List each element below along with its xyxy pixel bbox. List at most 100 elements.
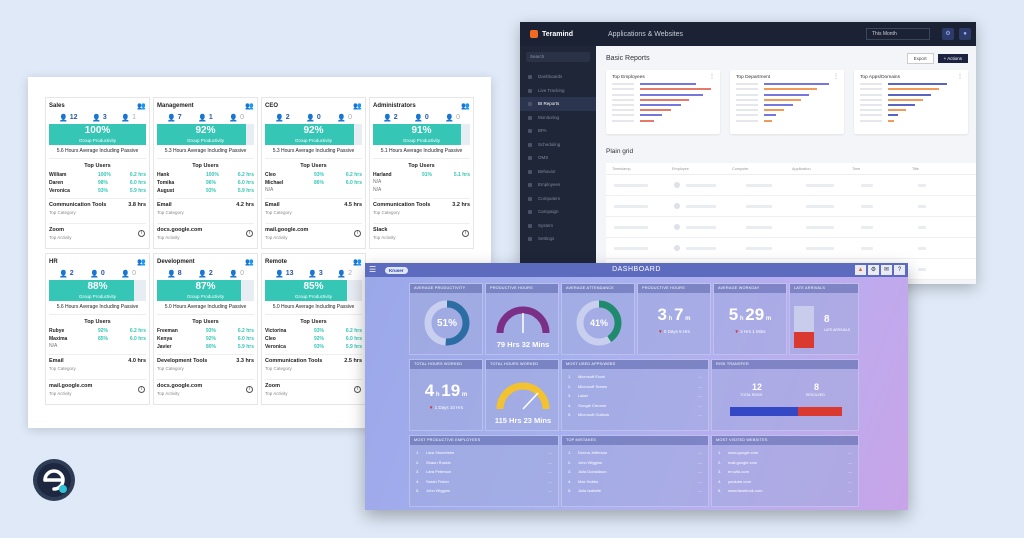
list-item-name: John Wiggins (578, 459, 603, 465)
list-item[interactable]: 3. Label — (568, 393, 702, 399)
sidebar-item[interactable]: BI Reports (520, 97, 596, 111)
list-item[interactable]: 1. Lara Stoneheim — (416, 450, 552, 456)
list-item[interactable]: 4. Sarah Fisher — (416, 478, 552, 484)
sidebar-item[interactable]: Behavior (520, 165, 596, 179)
list-item[interactable]: 3. Lara Peterson — (416, 469, 552, 475)
profile-icon[interactable]: ● (959, 28, 971, 40)
more-options-icon[interactable]: ⋮ (957, 74, 963, 80)
list-item[interactable]: 1. www.google.com — (718, 450, 852, 456)
group-card[interactable]: Management 👥 👤 7 👤 1 👤 0 92% Group Productiv… (153, 97, 258, 249)
menu-icon[interactable]: ☰ (369, 265, 377, 274)
help-icon[interactable]: ? (894, 265, 905, 275)
report-card[interactable]: Top Employees ⋮ (606, 70, 720, 134)
sidebar-item[interactable]: System (520, 219, 596, 233)
sidebar-item[interactable]: Computers (520, 192, 596, 206)
top-user-row[interactable]: Kenya 92% 6.0 hrs (157, 335, 254, 343)
list-item[interactable]: 5. John Wiggins — (416, 488, 552, 494)
list-item[interactable]: 5. Julia Isabelle — (568, 488, 702, 494)
top-user-row[interactable]: Veronica 93% 5.9 hrs (49, 187, 146, 195)
top-user-row[interactable]: Tomika 96% 6.0 hrs (157, 179, 254, 187)
list-item[interactable]: 3. Julia Donaldson — (568, 469, 702, 475)
list-item-name: www.facebook.com (728, 488, 763, 494)
grid-row[interactable] (606, 217, 976, 238)
grid-column-header[interactable]: Timestamp (612, 166, 631, 171)
chat-icon[interactable]: ✉ (881, 265, 892, 275)
info-icon[interactable]: i (462, 230, 469, 237)
group-card[interactable]: HR 👥 👤 2 👤 0 👤 0 88% Group Productivity 5.6 … (45, 253, 150, 405)
top-user-row[interactable]: Victorina 93% 6.2 hrs (265, 327, 362, 335)
top-user-row[interactable]: Daren 98% 6.0 hrs (49, 179, 146, 187)
info-icon[interactable]: i (354, 386, 361, 393)
group-card[interactable]: Administrators 👥 👤 2 👤 0 👤 0 91% Group Produ… (369, 97, 474, 249)
top-user-row[interactable]: William 100% 6.2 hrs (49, 171, 146, 179)
info-icon[interactable]: i (246, 386, 253, 393)
list-item[interactable]: 4. youtube.com — (718, 478, 852, 484)
report-card[interactable]: Top Apps/Domains ⋮ (854, 70, 968, 134)
list-item-name: Microsoft Outlook (578, 412, 610, 418)
main-content: Basic Reports Export + Actions Top Emplo… (596, 46, 976, 284)
actions-button[interactable]: + Actions (937, 53, 968, 63)
list-item[interactable]: 2. John Wiggins — (568, 459, 702, 465)
sidebar-item[interactable]: Scheduling (520, 138, 596, 152)
gear-icon[interactable]: ⚙ (868, 265, 879, 275)
more-options-icon[interactable]: ⋮ (709, 74, 715, 80)
group-card[interactable]: CEO 👥 👤 2 👤 0 👤 0 92% Group Productivity 5.3… (261, 97, 366, 249)
top-user-row[interactable]: Veronica 93% 5.9 hrs (265, 343, 362, 351)
report-card[interactable]: Top Department ⋮ (730, 70, 844, 134)
top-user-row[interactable]: Harland 91% 5.1 hrs (373, 171, 470, 179)
group-card[interactable]: Remote 👥 👤 13 👤 3 👤 2 85% Group Productivity… (261, 253, 366, 405)
top-user-row[interactable]: Maxima 85% 6.0 hrs (49, 335, 146, 343)
top-user-row[interactable]: Rubye 92% 6.2 hrs (49, 327, 146, 335)
sidebar-item[interactable]: BPA (520, 124, 596, 138)
top-user-row[interactable]: Cleo 92% 6.0 hrs (265, 335, 362, 343)
info-icon[interactable]: i (354, 230, 361, 237)
list-item[interactable]: 3. en.wiki.com — (718, 469, 852, 475)
grid-column-header[interactable]: Time (852, 166, 861, 171)
grid-row[interactable] (606, 175, 976, 196)
sidebar-item[interactable]: Employees (520, 178, 596, 192)
search-input[interactable]: Search (526, 52, 590, 62)
group-card[interactable]: Development 👥 👤 8 👤 2 👤 0 87% Group Producti… (153, 253, 258, 405)
grid-column-header[interactable]: Application (792, 166, 811, 171)
sidebar-item[interactable]: Dashboards (520, 70, 596, 84)
list-item[interactable]: 1. Microsoft Excel — (568, 374, 702, 380)
info-icon[interactable]: i (246, 230, 253, 237)
grid-column-header[interactable]: Employee (672, 166, 689, 171)
total-logged-value: 115 Hrs 23 Mins (495, 416, 551, 425)
list-item[interactable]: 1. Donna Jefferson — (568, 450, 702, 456)
grid-column-header[interactable]: Title (912, 166, 920, 171)
group-card[interactable]: Sales 👥 👤 12 👤 3 👤 1 100% Group Productivity… (45, 97, 150, 249)
list-item[interactable]: 4. Google Chrome — (568, 402, 702, 408)
sidebar-item[interactable]: Live Tracking (520, 84, 596, 98)
top-user-row[interactable]: Michael 86% 6.0 hrs (265, 179, 362, 187)
grid-row[interactable] (606, 196, 976, 217)
late-arrivals-bar (794, 306, 814, 348)
sidebar-item[interactable]: Campaign (520, 205, 596, 219)
info-icon[interactable]: i (138, 386, 145, 393)
list-item[interactable]: 5. www.facebook.com — (718, 488, 852, 494)
more-options-icon[interactable]: ⋮ (833, 74, 839, 80)
report-card-title: Top Apps/Domains (860, 75, 900, 80)
list-item[interactable]: 2. mail.google.com — (718, 459, 852, 465)
export-button[interactable]: Export (906, 52, 934, 64)
top-user-row[interactable]: August 93% 5.9 hrs (157, 187, 254, 195)
info-icon[interactable]: i (138, 230, 145, 237)
top-user-row[interactable]: Javier 80% 5.9 hrs (157, 343, 254, 351)
risk-total-bar (730, 407, 798, 416)
list-item[interactable]: 4. Max Hobbs — (568, 478, 702, 484)
settings-icon[interactable]: ⚙ (942, 28, 954, 40)
sidebar-item[interactable]: Monitoring (520, 111, 596, 125)
list-item[interactable]: 5. Microsoft Outlook — (568, 412, 702, 418)
top-user-row[interactable]: Cleo 93% 6.2 hrs (265, 171, 362, 179)
list-item[interactable]: 2. Shaun Ruskin — (416, 459, 552, 465)
sidebar-item[interactable]: OMS (520, 151, 596, 165)
grid-column-header[interactable]: Computer (732, 166, 749, 171)
warning-icon[interactable]: ▲ (855, 265, 866, 275)
grid-row[interactable] (606, 238, 976, 259)
top-user-row[interactable]: Freeman 93% 6.2 hrs (157, 327, 254, 335)
top-user-row[interactable]: Hank 100% 6.2 hrs (157, 171, 254, 179)
date-range-dropdown[interactable]: This Month (866, 28, 930, 40)
top-activity: mail.google.com Top Activity i (49, 379, 146, 401)
sidebar-item[interactable]: Settings (520, 232, 596, 246)
list-item[interactable]: 2. Microsoft Teams — (568, 383, 702, 389)
